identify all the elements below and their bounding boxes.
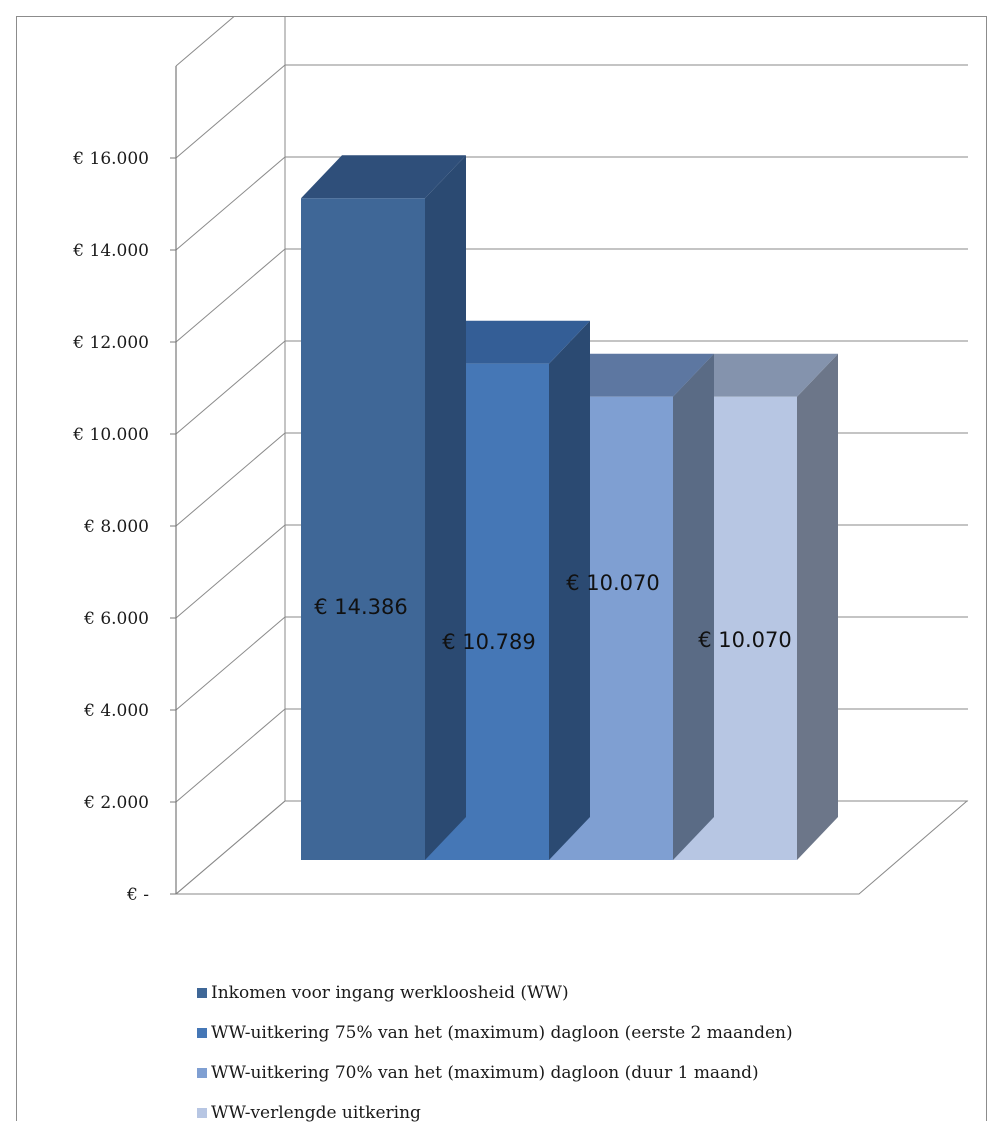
gridline-diagonal	[175, 616, 286, 711]
legend-label: Inkomen voor ingang werkloosheid (WW)	[211, 983, 569, 1003]
bars	[301, 155, 838, 860]
legend-swatch	[197, 1028, 207, 1038]
y-tick-label: € 4.000	[83, 701, 149, 721]
gridline-diagonal	[175, 64, 286, 159]
bar-top	[673, 353, 838, 397]
legend-swatch	[197, 988, 207, 998]
y-tick-label: € 14.000	[72, 241, 149, 261]
chart-frame: € - € 2.000 € 4.000 € 6.000 € 8.000 € 10.000 €…	[16, 16, 987, 1123]
gridline-diagonal	[175, 248, 286, 343]
data-label: € 10.070	[566, 571, 660, 595]
bar-top	[549, 353, 714, 397]
bar-front	[301, 198, 425, 860]
legend-swatch	[197, 1068, 207, 1078]
y-tick-label: € 8.000	[83, 517, 149, 537]
legend-label: WW-verlengde uitkering	[211, 1103, 421, 1123]
data-label: € 10.789	[442, 630, 536, 654]
bar-top	[301, 155, 466, 199]
legend-item: WW-uitkering 70% van het (maximum) daglo…	[197, 1053, 793, 1093]
legend-label: WW-uitkering 70% van het (maximum) daglo…	[211, 1063, 759, 1083]
bar	[301, 155, 466, 860]
y-tick-label: € 6.000	[83, 609, 149, 629]
bar-side	[549, 320, 590, 860]
y-tick-label: € 16.000	[72, 149, 149, 169]
data-labels: € 14.386 € 10.789 € 10.070 € 10.070	[314, 571, 792, 654]
y-tick-label: € 10.000	[72, 425, 149, 445]
data-label: € 10.070	[698, 628, 792, 652]
bar-side	[673, 353, 714, 860]
y-tick-label: € 12.000	[72, 333, 149, 353]
legend-item: WW-verlengde uitkering	[197, 1093, 793, 1133]
legend-swatch	[197, 1108, 207, 1118]
data-label: € 14.386	[314, 595, 408, 619]
chart-3d-column: € - € 2.000 € 4.000 € 6.000 € 8.000 € 10.000 €…	[72, 17, 969, 905]
gridline-diagonal	[175, 340, 286, 435]
legend-item: WW-uitkering 75% van het (maximum) daglo…	[197, 1013, 793, 1053]
bar-side	[797, 353, 838, 860]
bar-top	[425, 320, 590, 364]
chart-floor	[174, 800, 969, 895]
gridline-diagonal	[175, 156, 286, 251]
gridline-diagonal	[175, 432, 286, 527]
bar-side	[425, 155, 466, 860]
gridline-diagonal	[175, 708, 286, 803]
legend-item: Inkomen voor ingang werkloosheid (WW)	[197, 973, 793, 1013]
y-axis: € - € 2.000 € 4.000 € 6.000 € 8.000 € 10.000 €…	[72, 66, 177, 905]
legend-label: WW-uitkering 75% van het (maximum) daglo…	[211, 1023, 793, 1043]
y-tick-label: € 2.000	[83, 793, 149, 813]
gridline-diagonal	[175, 17, 235, 67]
chart-legend: Inkomen voor ingang werkloosheid (WW) WW-…	[197, 973, 793, 1133]
gridline-diagonal	[175, 524, 286, 619]
y-tick-label: € -	[126, 885, 149, 905]
